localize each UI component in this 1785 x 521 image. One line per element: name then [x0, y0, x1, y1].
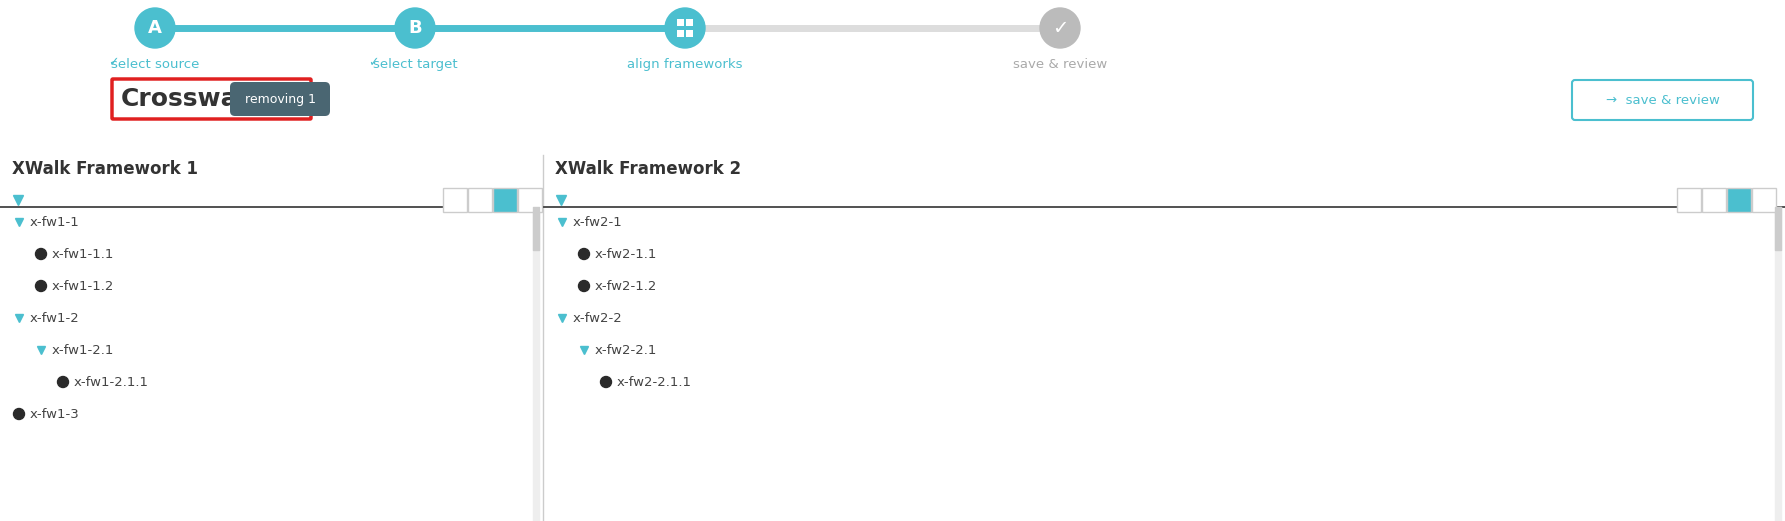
FancyBboxPatch shape	[1573, 80, 1753, 120]
Circle shape	[36, 280, 46, 292]
FancyBboxPatch shape	[1753, 188, 1776, 212]
Text: ✓: ✓	[1051, 19, 1067, 38]
Circle shape	[14, 408, 25, 419]
Text: →  save & review: → save & review	[1605, 93, 1719, 106]
Text: x-fw2-2: x-fw2-2	[573, 312, 623, 325]
Text: A: A	[148, 19, 162, 37]
Text: x-fw2-1.2: x-fw2-1.2	[594, 279, 657, 292]
FancyBboxPatch shape	[677, 19, 684, 26]
FancyBboxPatch shape	[112, 79, 311, 119]
Text: x-fw1-2.1: x-fw1-2.1	[52, 343, 114, 356]
Circle shape	[394, 8, 436, 48]
Text: align frameworks: align frameworks	[627, 58, 743, 71]
Text: x-fw1-1.2: x-fw1-1.2	[52, 279, 114, 292]
Text: ✓: ✓	[368, 56, 378, 69]
Text: save & review: save & review	[1012, 58, 1107, 71]
Text: select target: select target	[373, 58, 457, 71]
FancyBboxPatch shape	[230, 82, 330, 116]
FancyBboxPatch shape	[1728, 188, 1751, 212]
Text: B: B	[409, 19, 421, 37]
Text: XWalk Framework 2: XWalk Framework 2	[555, 160, 741, 178]
Text: select source: select source	[111, 58, 200, 71]
Circle shape	[578, 280, 589, 292]
Text: x-fw1-3: x-fw1-3	[30, 407, 80, 420]
FancyBboxPatch shape	[685, 30, 693, 37]
Circle shape	[1041, 8, 1080, 48]
FancyBboxPatch shape	[1676, 188, 1701, 212]
Text: x-fw2-1: x-fw2-1	[573, 216, 623, 229]
Text: x-fw2-2.1.1: x-fw2-2.1.1	[618, 376, 693, 389]
Circle shape	[600, 377, 612, 388]
Text: x-fw1-1.1: x-fw1-1.1	[52, 247, 114, 260]
FancyBboxPatch shape	[685, 19, 693, 26]
FancyBboxPatch shape	[493, 188, 518, 212]
Text: x-fw1-2: x-fw1-2	[30, 312, 80, 325]
FancyBboxPatch shape	[677, 30, 684, 37]
Text: x-fw2-1.1: x-fw2-1.1	[594, 247, 657, 260]
Circle shape	[136, 8, 175, 48]
FancyBboxPatch shape	[468, 188, 493, 212]
FancyBboxPatch shape	[443, 188, 468, 212]
Circle shape	[578, 249, 589, 259]
Text: Crosswalk:: Crosswalk:	[121, 87, 273, 111]
Text: ✓: ✓	[107, 56, 118, 69]
Text: x-fw2-2.1: x-fw2-2.1	[594, 343, 657, 356]
Circle shape	[57, 377, 68, 388]
Text: x-fw1-2.1.1: x-fw1-2.1.1	[73, 376, 148, 389]
FancyBboxPatch shape	[518, 188, 543, 212]
Text: XWalk Framework 1: XWalk Framework 1	[12, 160, 198, 178]
Circle shape	[36, 249, 46, 259]
Text: removing 1: removing 1	[245, 93, 316, 105]
Text: x-fw1-1: x-fw1-1	[30, 216, 80, 229]
Circle shape	[666, 8, 705, 48]
FancyBboxPatch shape	[1703, 188, 1726, 212]
